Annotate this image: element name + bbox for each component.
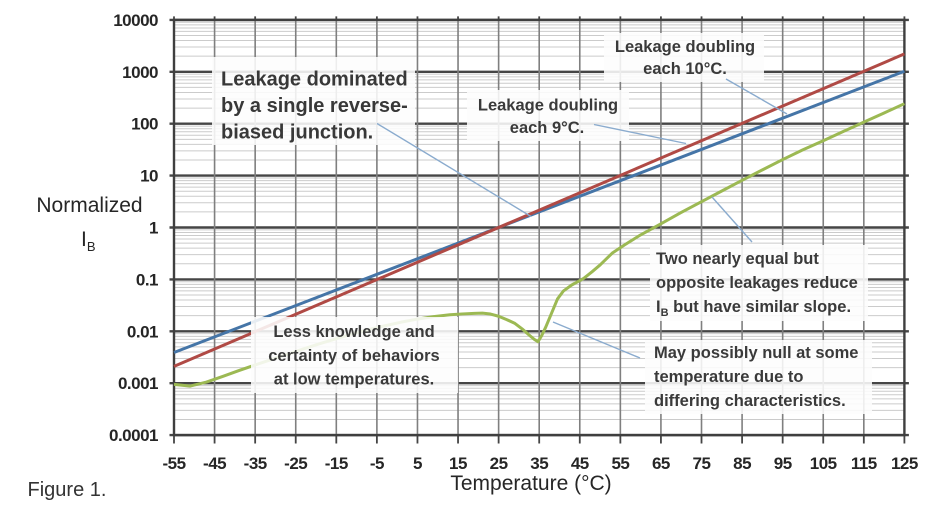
svg-text:Normalized: Normalized [36,194,142,217]
svg-text:each 10°C.: each 10°C. [643,60,727,78]
svg-text:55: 55 [611,454,629,473]
svg-text:Two nearly equal but: Two nearly equal but [656,250,819,268]
svg-text:125: 125 [891,454,918,473]
svg-text:15: 15 [449,454,467,473]
svg-text:May possibly null at some: May possibly null at some [654,344,858,362]
svg-text:85: 85 [733,454,751,473]
svg-text:each 9°C.: each 9°C. [510,119,584,137]
svg-text:by a single reverse-: by a single reverse- [221,95,408,117]
svg-text:-15: -15 [325,454,348,473]
svg-text:-25: -25 [284,454,307,473]
svg-text:115: 115 [851,454,877,473]
svg-text:65: 65 [652,454,670,473]
svg-text:Less knowledge and: Less knowledge and [273,323,434,341]
svg-text:-55: -55 [162,454,185,473]
svg-text:10000: 10000 [113,11,158,30]
svg-text:differing characteristics.: differing characteristics. [654,392,846,410]
svg-text:-45: -45 [203,454,226,473]
svg-text:Leakage doubling: Leakage doubling [615,38,755,56]
svg-text:0.0001: 0.0001 [109,426,158,445]
svg-text:biased junction.: biased junction. [221,122,373,144]
svg-text:10: 10 [140,167,158,186]
svg-text:5: 5 [413,454,422,473]
svg-text:Temperature (°C): Temperature (°C) [450,472,611,495]
svg-text:35: 35 [530,454,548,473]
svg-text:105: 105 [810,454,837,473]
svg-text:temperature due to: temperature due to [654,368,803,386]
svg-text:1: 1 [149,219,158,238]
svg-text:-5: -5 [370,454,384,473]
svg-text:25: 25 [490,454,508,473]
svg-text:Figure 1.: Figure 1. [28,479,107,501]
svg-text:0.1: 0.1 [136,270,158,289]
svg-text:opposite leakages reduce: opposite leakages reduce [656,274,858,292]
svg-text:Leakage doubling: Leakage doubling [478,97,618,115]
svg-text:1000: 1000 [122,63,158,82]
svg-text:certainty of behaviors: certainty of behaviors [268,347,439,365]
svg-text:at low temperatures.: at low temperatures. [274,371,434,389]
svg-text:IB but have similar slope.: IB but have similar slope. [656,298,851,319]
svg-text:0.01: 0.01 [127,322,158,341]
svg-text:45: 45 [571,454,589,473]
svg-text:Leakage dominated: Leakage dominated [221,69,408,91]
svg-text:100: 100 [131,115,158,134]
svg-text:0.001: 0.001 [118,374,158,393]
svg-text:95: 95 [774,454,792,473]
svg-text:-35: -35 [244,454,267,473]
svg-text:75: 75 [693,454,711,473]
